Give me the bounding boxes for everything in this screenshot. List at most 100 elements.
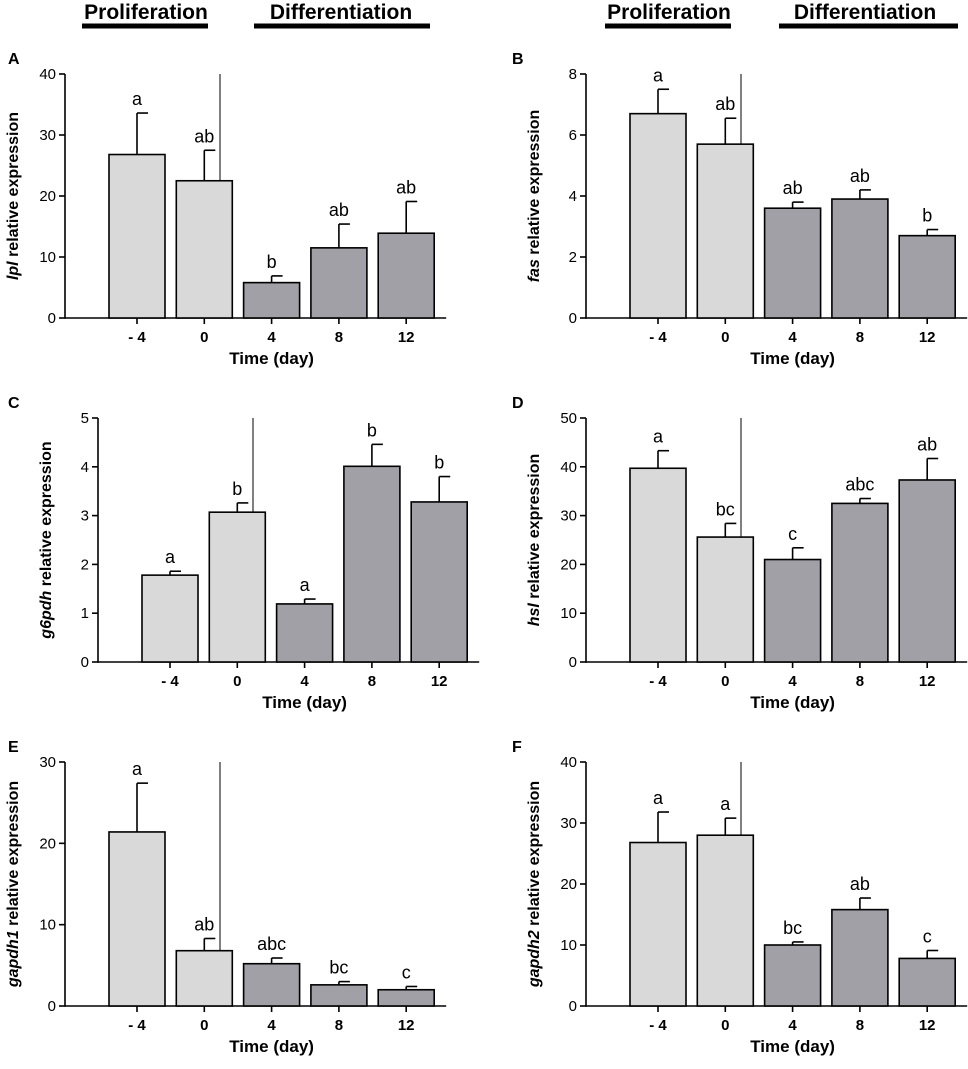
- significance-label: bc: [329, 958, 348, 978]
- significance-label: c: [788, 524, 797, 544]
- y-axis-label-suffix: relative expression: [526, 781, 543, 930]
- bar: [208, 511, 267, 663]
- significance-label: ab: [850, 874, 870, 894]
- x-tick-label: 12: [398, 329, 415, 346]
- panel-e: E 0 10 20 30 a - 4 ab 0 abc 4 bc 8 c 12 Time (day) gapdh…: [5, 739, 447, 1056]
- bar: [108, 153, 166, 319]
- y-tick-label: 3: [81, 508, 89, 525]
- significance-label: b: [434, 453, 444, 473]
- significance-label: ab: [783, 178, 803, 198]
- bar: [831, 908, 889, 1007]
- y-tick-label: 8: [569, 66, 577, 83]
- y-tick-label: 2: [81, 556, 89, 573]
- bar: [310, 247, 368, 319]
- y-axis-label-gene: lpl: [5, 261, 22, 280]
- y-axis-label-gene: gapdh1: [5, 930, 22, 988]
- significance-label: ab: [715, 94, 735, 114]
- y-axis-label-suffix: relative expression: [526, 454, 543, 603]
- significance-label: c: [923, 926, 932, 946]
- significance-label: a: [720, 794, 731, 814]
- y-tick-label: 0: [569, 310, 577, 327]
- bar: [763, 207, 822, 319]
- y-axis-label-suffix: relative expression: [38, 441, 55, 590]
- significance-label: ab: [194, 126, 214, 146]
- panel-a: A 0 10 20 30 40 a - 4 ab 0 b 4 ab 8 ab 12 Time (day) lpl …: [5, 51, 447, 368]
- significance-label: a: [653, 788, 664, 808]
- y-tick-label: 30: [560, 815, 577, 832]
- bar: [343, 465, 401, 663]
- y-tick-label: 20: [560, 556, 577, 573]
- bar: [175, 949, 234, 1007]
- y-tick-label: 30: [39, 754, 56, 771]
- x-tick-label: 4: [788, 673, 797, 690]
- y-tick-label: 4: [569, 188, 577, 205]
- x-tick-label: 12: [919, 329, 936, 346]
- y-tick-label: 20: [560, 876, 577, 893]
- x-tick-label: 8: [335, 1017, 343, 1034]
- y-tick-label: 10: [39, 917, 56, 934]
- panel-f: F 0 10 20 30 40 a - 4 a 0 bc 4 ab 8 c 12 Time (day) gapdh…: [512, 739, 968, 1056]
- significance-label: abc: [257, 934, 286, 954]
- y-tick-label: 10: [560, 937, 577, 954]
- y-axis-label: fas relative expression: [526, 110, 543, 283]
- significance-label: b: [232, 479, 242, 499]
- x-tick-label: - 4: [161, 673, 179, 690]
- x-tick-label: 8: [368, 673, 376, 690]
- x-tick-label: 0: [233, 673, 241, 690]
- y-axis-label: gapdh1 relative expression: [5, 781, 22, 988]
- bar: [141, 574, 199, 663]
- x-tick-label: 12: [398, 1017, 415, 1034]
- bar: [696, 536, 755, 663]
- x-tick-label: 0: [200, 329, 208, 346]
- bar: [898, 957, 957, 1007]
- bar: [629, 467, 687, 663]
- bar: [242, 962, 301, 1007]
- bar: [696, 143, 755, 319]
- header-left: Proliferation Differentiation: [82, 1, 430, 29]
- panel-letter: B: [512, 51, 524, 68]
- y-tick-label: 2: [569, 249, 577, 266]
- y-tick-label: 30: [560, 508, 577, 525]
- significance-label: ab: [329, 200, 349, 220]
- y-tick-label: 50: [560, 410, 577, 427]
- y-tick-label: 0: [48, 310, 56, 327]
- significance-label: a: [300, 575, 311, 595]
- y-tick-label: 1: [81, 605, 89, 622]
- bar: [410, 501, 469, 663]
- panel-letter: A: [8, 51, 20, 68]
- header-right-proliferation-label: Proliferation: [607, 1, 731, 24]
- y-tick-label: 40: [560, 754, 577, 771]
- significance-label: ab: [396, 177, 416, 197]
- x-tick-label: - 4: [649, 1017, 667, 1034]
- bar: [310, 984, 368, 1007]
- bar: [108, 831, 166, 1007]
- bar: [377, 988, 436, 1007]
- y-axis-label: gapdh2 relative expression: [526, 781, 543, 988]
- x-tick-label: - 4: [128, 1017, 146, 1034]
- y-axis-label-suffix: relative expression: [526, 110, 543, 259]
- significance-label: ab: [917, 435, 937, 455]
- y-tick-label: 5: [81, 410, 89, 427]
- header-right: Proliferation Differentiation: [605, 1, 958, 29]
- x-tick-label: 12: [919, 673, 936, 690]
- y-tick-label: 6: [569, 127, 577, 144]
- significance-label: bc: [783, 918, 802, 938]
- bar: [831, 198, 889, 319]
- y-axis-label-gene: hsl: [526, 603, 543, 627]
- bar: [175, 179, 234, 319]
- x-tick-label: 12: [431, 673, 448, 690]
- significance-label: a: [653, 65, 664, 85]
- y-axis-label: g6pdh relative expression: [38, 441, 55, 639]
- significance-label: a: [165, 547, 176, 567]
- y-tick-label: 10: [560, 605, 577, 622]
- x-tick-label: 4: [300, 673, 309, 690]
- x-axis-label: Time (day): [750, 1037, 835, 1056]
- x-tick-label: 8: [335, 329, 343, 346]
- bar: [898, 234, 957, 319]
- y-tick-label: 30: [39, 127, 56, 144]
- bar: [831, 502, 889, 663]
- panel-letter: E: [8, 739, 19, 756]
- significance-label: b: [367, 420, 377, 440]
- panel-letter: C: [8, 395, 20, 412]
- bar: [629, 841, 687, 1007]
